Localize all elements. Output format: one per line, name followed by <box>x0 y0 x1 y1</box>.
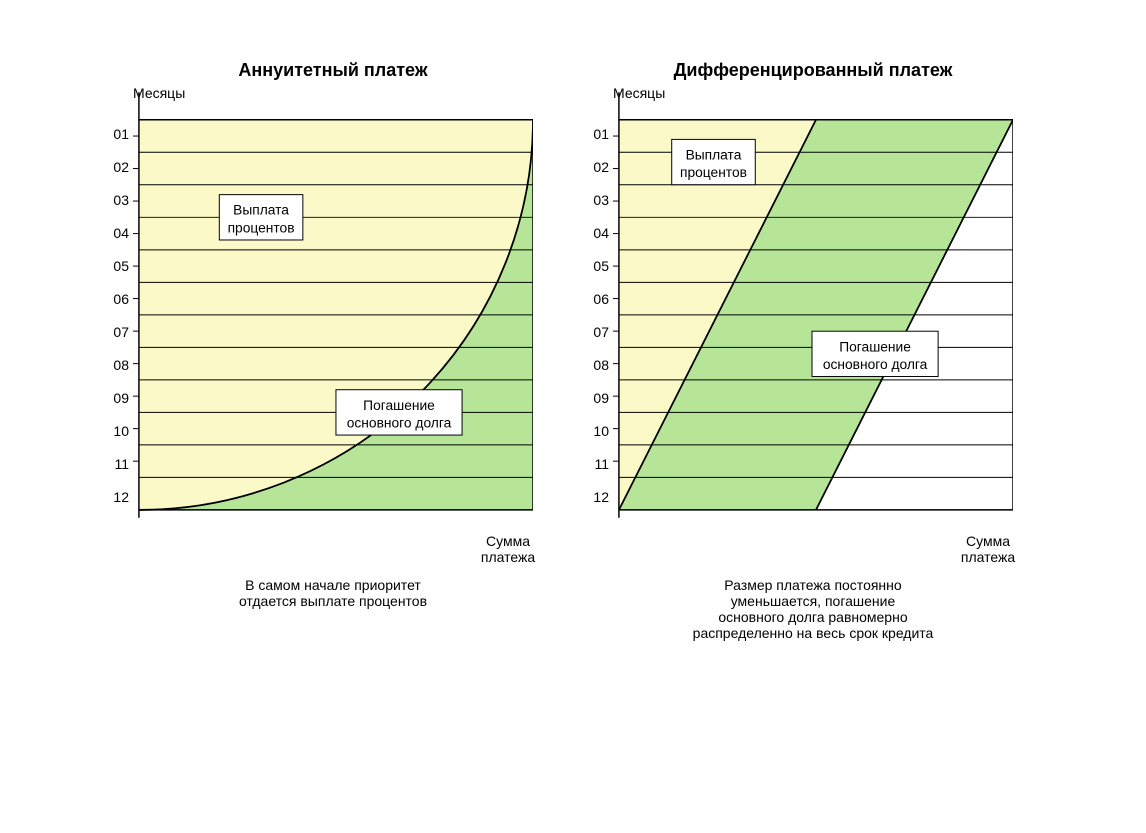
svg-text:Выплата: Выплата <box>686 147 742 162</box>
annuity-y-ticks: 010203040506070809101112 <box>105 117 129 513</box>
month-tick: 09 <box>105 381 129 414</box>
svg-text:процентов: процентов <box>228 220 295 235</box>
month-tick: 03 <box>585 183 609 216</box>
diff-chart-wrap: Месяцы 010203040506070809101112 Выплатап… <box>613 89 1013 521</box>
month-tick: 07 <box>105 315 129 348</box>
diff-caption: Размер платежа постоянноуменьшается, пог… <box>693 577 934 641</box>
svg-text:Погашение: Погашение <box>839 339 911 354</box>
month-tick: 04 <box>585 216 609 249</box>
month-tick: 11 <box>105 447 129 480</box>
annuity-chart: Выплата процентов Погашение основного долга <box>133 89 533 521</box>
month-tick: 10 <box>105 414 129 447</box>
diff-y-ticks: 010203040506070809101112 <box>585 117 609 513</box>
month-tick: 05 <box>585 249 609 282</box>
diff-title: Дифференцированный платеж <box>674 60 953 81</box>
diff-y-label: Месяцы <box>613 85 665 101</box>
month-tick: 08 <box>585 348 609 381</box>
month-tick: 07 <box>585 315 609 348</box>
svg-text:основного долга: основного долга <box>347 416 452 431</box>
month-tick: 02 <box>585 150 609 183</box>
svg-text:Выплата: Выплата <box>233 203 289 218</box>
annuity-caption: В самом начале приоритетотдается выплате… <box>239 577 427 609</box>
annuity-chart-wrap: Месяцы 010203040506070809101112 Выплатап… <box>133 89 533 521</box>
month-tick: 04 <box>105 216 129 249</box>
month-tick: 12 <box>105 480 129 513</box>
diff-block: Дифференцированный платеж Месяцы 0102030… <box>613 60 1013 641</box>
month-tick: 08 <box>105 348 129 381</box>
month-tick: 06 <box>585 282 609 315</box>
month-tick: 01 <box>105 117 129 150</box>
charts-row: Аннуитетный платеж Месяцы 01020304050607… <box>40 60 1106 641</box>
svg-text:процентов: процентов <box>680 165 747 180</box>
month-tick: 05 <box>105 249 129 282</box>
annuity-block: Аннуитетный платеж Месяцы 01020304050607… <box>133 60 533 609</box>
month-tick: 03 <box>105 183 129 216</box>
month-tick: 12 <box>585 480 609 513</box>
annuity-x-label: Суммаплатежа <box>473 533 543 565</box>
annuity-title: Аннуитетный платеж <box>238 60 427 81</box>
diff-x-label: Суммаплатежа <box>953 533 1023 565</box>
month-tick: 11 <box>585 447 609 480</box>
svg-text:основного долга: основного долга <box>823 357 928 372</box>
month-tick: 09 <box>585 381 609 414</box>
diff-chart: Выплата процентов Погашение основного долга <box>613 89 1013 521</box>
month-tick: 01 <box>585 117 609 150</box>
month-tick: 02 <box>105 150 129 183</box>
month-tick: 10 <box>585 414 609 447</box>
annuity-y-label: Месяцы <box>133 85 185 101</box>
month-tick: 06 <box>105 282 129 315</box>
svg-text:Погашение: Погашение <box>363 398 435 413</box>
